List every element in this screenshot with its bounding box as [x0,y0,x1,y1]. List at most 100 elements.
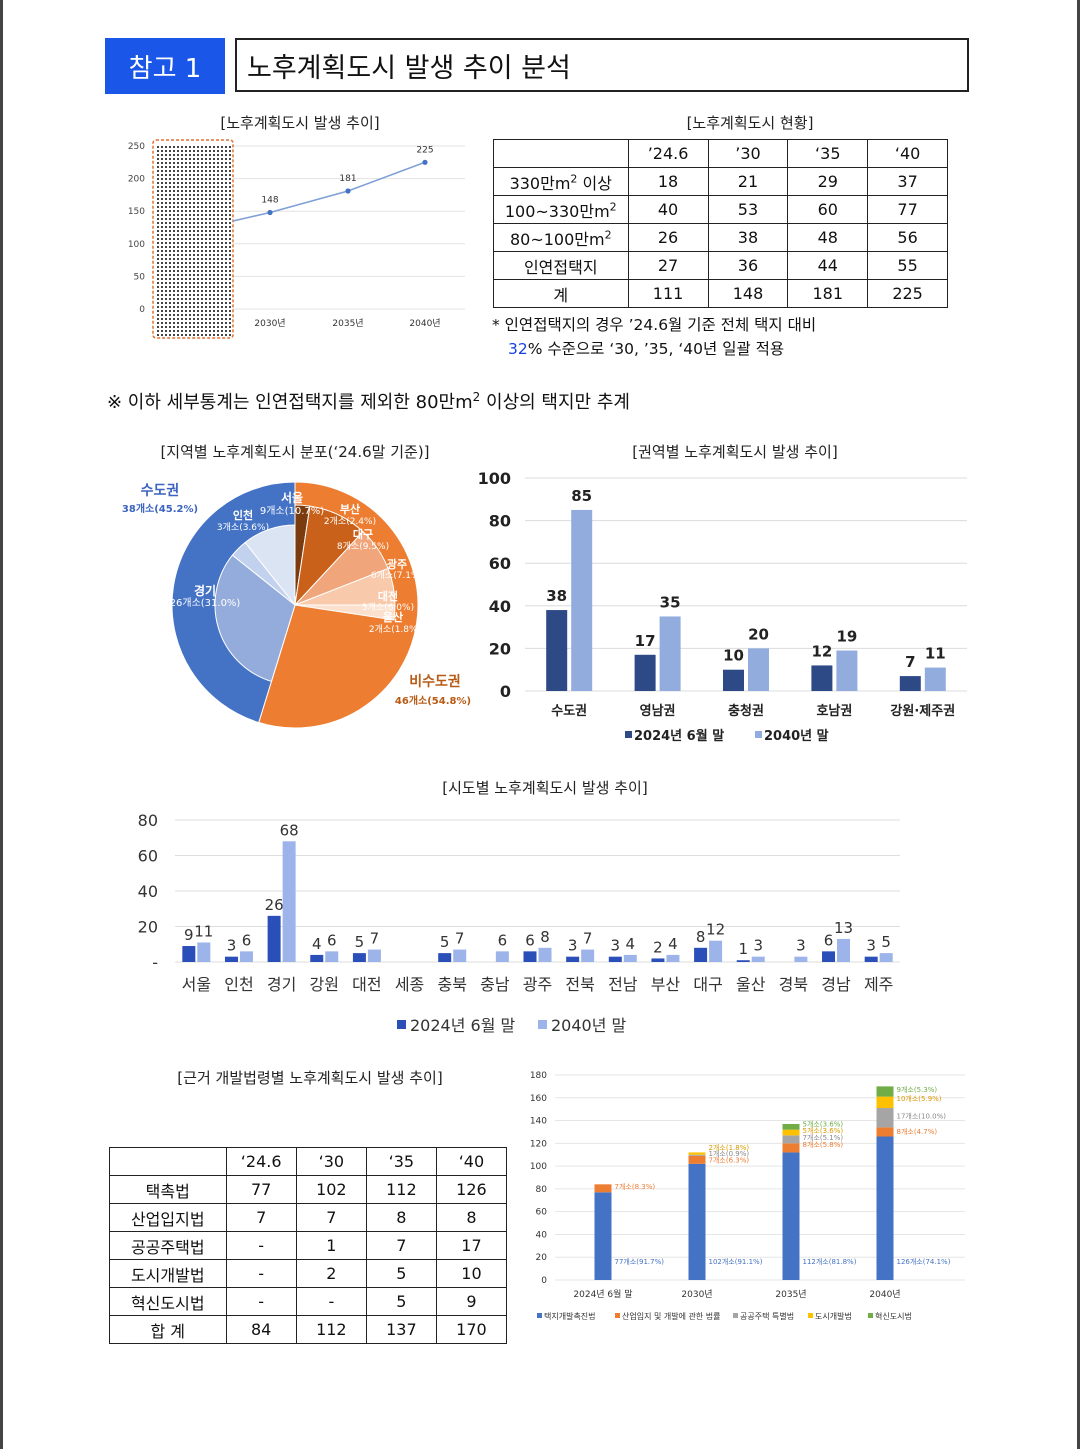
region-y-tick: 80 [489,512,511,531]
trend-x-tick: 2040년 [409,318,440,329]
law-segment-label: 112개소(81.8%) [803,1257,857,1266]
law-segment-label: 7개소(6.3%) [709,1156,750,1165]
law-cell: 8 [365,1203,437,1232]
sido-bar-label: 3 [611,937,621,955]
sido-legend-swatch [538,1020,547,1029]
law-stack-segment [782,1135,800,1144]
sido-legend-swatch [397,1020,406,1029]
law-header-cell: ‘35 [365,1147,437,1176]
sido-bar [864,956,878,962]
law-y-tick: 80 [536,1185,548,1195]
law-y-tick: 0 [541,1276,547,1286]
status-cell: 26 [627,223,709,252]
law-cell: 5 [365,1287,437,1316]
law-cell: 126 [435,1175,508,1204]
law-legend-label: 공공주택 특별법 [740,1311,794,1321]
region-y-tick: 100 [478,469,511,488]
law-cell: 137 [365,1315,437,1344]
status-cell: 40 [627,195,709,224]
region-bar-label: 7 [905,653,915,671]
sido-x-tick: 대전 [352,975,381,994]
law-cell: 102 [295,1175,367,1204]
law-legend-swatch [615,1313,620,1318]
page-border-right [1077,0,1080,1449]
law-row: 산업입지법 7 7 8 8 [109,1203,508,1232]
status-cell: 181 [787,279,869,308]
law-cell: 2 [295,1259,367,1288]
sido-bar [352,953,366,962]
status-note-line1: * 인연접택지의 경우 ’24.6월 기준 전체 택지 대비 [492,316,817,334]
status-row-label: 인연접택지 [493,251,629,280]
trend-caption: [노후계획도시 발생 추이] [220,114,380,132]
sido-y-tick: 20 [138,918,158,937]
sido-bar [822,951,836,962]
law-stack-segment [688,1155,706,1164]
law-cell: - [225,1231,297,1260]
law-segment-label: 2개소(1.8%) [709,1143,750,1152]
status-table: ’24.6’30 ‘35 ‘40 330만m2 이상 18 21 29 37 100~330만m… [493,139,948,308]
sido-bar [709,940,723,962]
sido-bar-label: 6 [824,931,834,949]
status-row-label: 330만m2 이상 [493,167,629,196]
sido-legend-label: 2024년 6월 말 [410,1016,516,1035]
trend-series-line [232,161,426,222]
region-bar-label: 35 [660,593,681,611]
status-row-label: 100~330만m2 [493,195,629,224]
law-caption: [근거 개발법령별 노후계획도시 발생 추이] [177,1069,443,1087]
trend-y-tick: 50 [134,272,146,282]
status-caption: [노후계획도시 현황] [686,114,814,132]
sido-x-tick: 제주 [864,975,893,994]
law-cell: 7 [295,1203,367,1232]
status-cell: 29 [787,167,869,196]
law-cell: 112 [365,1175,437,1204]
sido-bar [310,954,324,962]
law-cell: 5 [365,1259,437,1288]
sido-bar-label: 6 [327,931,337,949]
pie-slice-name: 인천 [233,508,253,522]
region-bar-label: 19 [836,628,857,646]
trend-point [422,159,428,165]
sido-bar [495,951,509,962]
law-segment-label: 7개소(5.1%) [803,1133,844,1142]
status-note-rest: % 수준으로 ‘30, ’35, ‘40년 일괄 적용 [527,340,785,358]
status-note-line2: 32% 수준으로 ‘30, ’35, ‘40년 일괄 적용 [492,337,962,361]
sido-bar [581,949,595,962]
law-segment-label: 17개소(10.0%) [897,1111,947,1120]
sido-bar-label: 3 [568,937,578,955]
status-row: 인연접택지 27 36 44 55 [493,251,948,280]
status-cell: 53 [707,195,789,224]
status-header-cell: ‘35 [787,139,869,168]
law-y-tick: 40 [536,1230,548,1240]
law-segment-label: 126개소(74.1%) [897,1257,951,1266]
sido-bar [608,956,622,962]
sido-x-tick: 전남 [608,975,638,994]
law-legend-label: 도시개발법 [815,1311,852,1321]
sido-bar-label: 9 [184,926,194,944]
sido-bar-label: 7 [370,930,380,948]
trend-y-tick: 200 [128,175,145,185]
law-cell: 합 계 [109,1315,227,1344]
law-header-row: ‘24.6 ‘30 ‘35 ‘40 [109,1147,508,1176]
status-row-label: 80~100만m2 [493,223,629,252]
page-title: 노후계획도시 발생 추이 분석 [235,38,969,92]
status-cell: 55 [867,251,948,280]
region-bar [634,654,656,691]
sido-bar [751,956,765,962]
sido-bar [239,951,253,962]
law-stack-segment [594,1184,612,1193]
law-legend-label: 혁신도시법 [875,1311,912,1321]
sido-x-tick: 경남 [821,975,851,994]
pie-slice-sub: 6개소(7.1%) [371,570,423,581]
trend-point-label: 181 [339,174,356,184]
region-bar [546,610,568,691]
status-cell: 37 [867,167,948,196]
pie-slice-sub: 8개소(9.5%) [337,541,389,552]
law-cell: 도시개발법 [109,1259,227,1288]
sido-bar-label: 6 [498,931,508,949]
trend-line-chart: 250 200 150 100 50 0 148 181 225 2030년 2035년 2040년 [128,139,465,339]
status-row: 330만m2 이상 18 21 29 37 [493,167,948,196]
law-segment-label: 5개소(3.6%) [803,1126,844,1135]
region-bar [571,509,593,691]
law-stack-segment [688,1152,706,1155]
sido-bar-label: 26 [265,896,284,914]
